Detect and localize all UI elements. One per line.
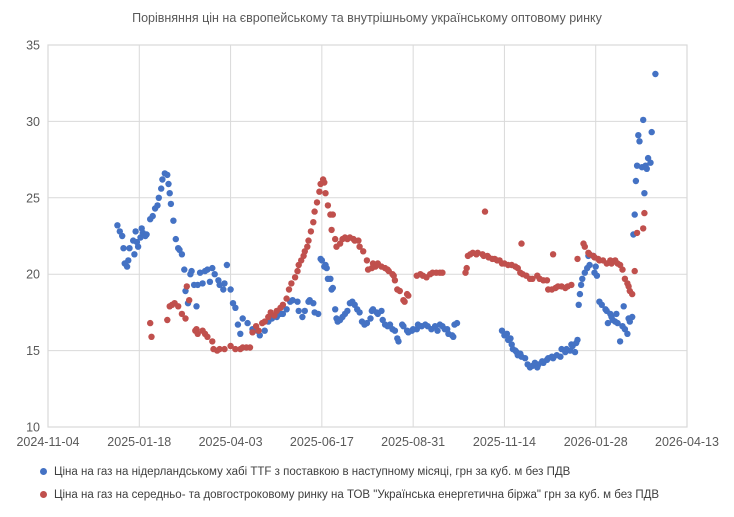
chart-legend: Ціна на газ на нідерландському хабі TTF … bbox=[40, 460, 659, 506]
svg-text:2025-01-18: 2025-01-18 bbox=[107, 435, 171, 449]
svg-text:2024-11-04: 2024-11-04 bbox=[16, 435, 79, 449]
legend-item-ttf: Ціна на газ на нідерландському хабі TTF … bbox=[40, 460, 659, 483]
legend-label-ttf: Ціна на газ на нідерландському хабі TTF … bbox=[54, 465, 571, 478]
legend-item-ueb: Ціна на газ на середньо- та довгостроков… bbox=[40, 483, 659, 506]
plot-area: 10 15 20 25 30 35 2024-11-04 2025-01-18 2025-04-… bbox=[16, 39, 719, 450]
legend-label-ueb: Ціна на газ на середньо- та довгостроков… bbox=[54, 488, 660, 501]
chart-title: Порівняння цін на європейському та внутр… bbox=[132, 11, 602, 25]
svg-text:2026-01-28: 2026-01-28 bbox=[564, 435, 628, 449]
legend-marker-blue-dot-icon bbox=[40, 468, 47, 475]
svg-text:25: 25 bbox=[26, 191, 40, 205]
svg-text:30: 30 bbox=[26, 115, 40, 129]
svg-text:2025-11-14: 2025-11-14 bbox=[473, 435, 536, 449]
svg-text:2025-04-03: 2025-04-03 bbox=[199, 435, 263, 449]
svg-text:35: 35 bbox=[26, 39, 40, 53]
svg-text:2025-06-17: 2025-06-17 bbox=[290, 435, 354, 449]
legend-marker-red-dot-icon bbox=[40, 491, 47, 498]
svg-text:2025-08-31: 2025-08-31 bbox=[381, 435, 445, 449]
svg-text:2026-04-13: 2026-04-13 bbox=[655, 435, 719, 449]
svg-text:20: 20 bbox=[26, 268, 40, 282]
svg-text:10: 10 bbox=[26, 421, 40, 435]
svg-text:15: 15 bbox=[26, 344, 40, 358]
